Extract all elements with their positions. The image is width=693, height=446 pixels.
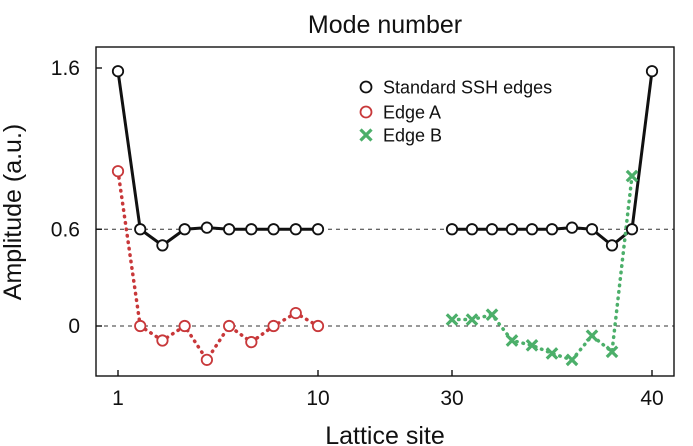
series-1-point-1	[134, 319, 147, 333]
series-0-point-12	[485, 223, 499, 236]
series-0-point-0	[111, 65, 125, 78]
x-tick-label-2: 30	[440, 387, 463, 410]
series-line-1-segment-0	[116, 169, 320, 362]
x-tick-label-3: 40	[640, 387, 663, 410]
series-0-point-11	[465, 223, 479, 236]
series-0-point-9	[311, 223, 325, 236]
series-0-point-20	[645, 65, 659, 78]
legend-marker-2	[359, 128, 373, 142]
series-0-point-17	[585, 223, 599, 236]
series-2-point-7	[585, 329, 599, 343]
series-0-point-4	[200, 221, 213, 234]
series-0-point-19	[625, 223, 639, 236]
y-tick-label-1: 0.6	[51, 218, 80, 241]
y-tick-label-0: 1.6	[51, 57, 80, 80]
series-1-point-2	[156, 334, 169, 347]
legend-marker-0	[359, 80, 373, 94]
series-2-point-5	[545, 347, 559, 360]
series-0-point-15	[545, 223, 559, 236]
series-1-point-5	[223, 319, 236, 333]
series-0-point-14	[525, 223, 539, 236]
chart-title: Mode number	[308, 11, 462, 39]
series-0-point-10	[445, 223, 459, 236]
x-tick-label-0: 1	[112, 387, 124, 410]
plot-frame	[95, 46, 675, 377]
series-0-point-13	[505, 223, 519, 236]
series-0-point-1	[134, 223, 147, 236]
legend-label-1: Edge A	[383, 103, 441, 123]
legend-label-2: Edge B	[383, 126, 442, 146]
series-2-point-6	[565, 353, 579, 367]
series-1-point-4	[200, 353, 213, 366]
series-2-point-0	[445, 313, 459, 326]
x-tick-label-1: 10	[306, 387, 329, 410]
series-line-0-segment-0	[116, 69, 320, 247]
series-2-point-8	[605, 345, 619, 359]
series-1-point-0	[111, 165, 125, 178]
series-2-point-2	[485, 308, 499, 322]
series-2-point-4	[525, 339, 539, 352]
series-1-point-7	[267, 319, 280, 333]
legend-marker-1	[359, 105, 373, 119]
y-axis-label: Amplitude (a.u.)	[0, 124, 27, 300]
series-2-point-3	[505, 334, 519, 347]
series-0-point-18	[605, 239, 619, 252]
series-0-point-6	[245, 223, 258, 236]
series-line-2-segment-1	[450, 174, 634, 362]
series-0-point-3	[178, 223, 191, 236]
series-2-point-9	[625, 169, 639, 183]
series-0-point-8	[289, 223, 302, 236]
series-0-point-5	[223, 223, 236, 236]
series-1-point-6	[245, 336, 258, 349]
y-tick-label-2: 0	[68, 315, 80, 338]
series-0-point-16	[565, 221, 579, 234]
series-0-point-7	[267, 223, 280, 236]
series-0-point-2	[156, 239, 169, 252]
series-1-point-8	[289, 306, 302, 320]
x-axis-label: Lattice site	[325, 422, 445, 446]
series-1-point-9	[311, 319, 325, 333]
series-2-point-1	[465, 313, 479, 326]
series-1-point-3	[178, 319, 191, 333]
legend-label-0: Standard SSH edges	[383, 78, 552, 98]
